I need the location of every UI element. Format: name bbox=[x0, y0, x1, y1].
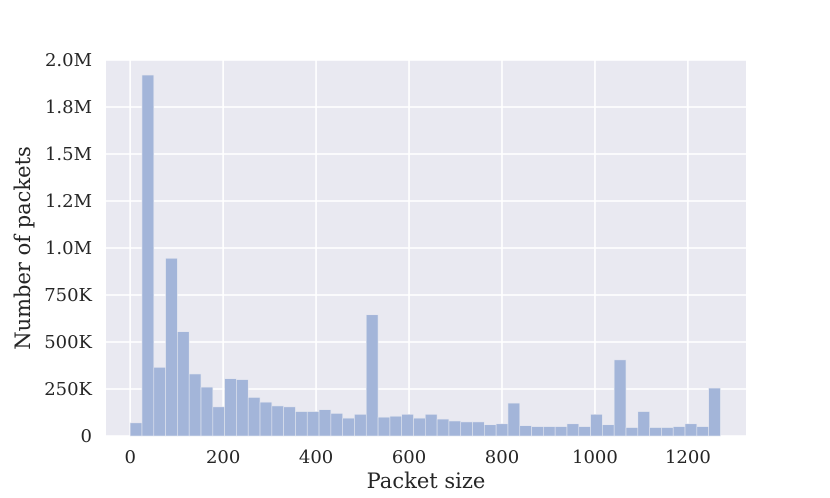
bar-8 bbox=[224, 378, 237, 437]
bar-23 bbox=[401, 414, 414, 437]
bar-20 bbox=[365, 314, 379, 437]
y-tick-labels: 0 250K 500K 750K 1.0M 1.2M 1.5M 1.8M 2.0M bbox=[44, 50, 92, 447]
bar-6 bbox=[200, 386, 214, 437]
bar-38 bbox=[578, 426, 591, 437]
bar-45 bbox=[661, 427, 674, 437]
bar-34 bbox=[531, 426, 544, 437]
bar-19 bbox=[354, 414, 367, 437]
bar-32 bbox=[507, 402, 521, 437]
bar-48 bbox=[696, 426, 709, 437]
bar-29 bbox=[472, 421, 485, 437]
bar-42 bbox=[625, 427, 639, 437]
y-tick-label-8: 2.0M bbox=[45, 50, 92, 71]
bar-47 bbox=[684, 423, 698, 437]
y-tick-label-2: 500K bbox=[44, 332, 92, 353]
bar-27 bbox=[448, 420, 462, 437]
bar-14 bbox=[295, 411, 308, 437]
y-tick-label-1: 250K bbox=[44, 379, 92, 400]
bar-49 bbox=[708, 387, 721, 437]
bar-15 bbox=[306, 411, 320, 437]
bar-44 bbox=[649, 427, 662, 437]
x-tick-label-4: 800 bbox=[485, 447, 519, 468]
y-tick-label-0: 0 bbox=[81, 426, 92, 447]
bar-5 bbox=[188, 373, 202, 437]
bar-7 bbox=[212, 406, 225, 437]
bar-2 bbox=[153, 367, 166, 437]
x-tick-label-1: 200 bbox=[206, 447, 240, 468]
x-tick-labels: 0 200 400 600 800 1000 1200 bbox=[124, 447, 710, 468]
bar-11 bbox=[259, 401, 273, 437]
bar-39 bbox=[590, 414, 603, 437]
bar-24 bbox=[413, 417, 426, 437]
bar-28 bbox=[460, 421, 473, 437]
y-tick-label-5: 1.2M bbox=[45, 191, 92, 212]
bar-9 bbox=[236, 379, 249, 437]
y-tick-label-6: 1.5M bbox=[45, 144, 92, 165]
y-tick-label-3: 750K bbox=[44, 285, 92, 306]
y-axis-label: Number of packets bbox=[11, 146, 35, 350]
x-tick-label-3: 600 bbox=[392, 447, 426, 468]
bar-0 bbox=[129, 422, 143, 437]
x-axis-label: Packet size bbox=[367, 469, 486, 493]
bar-17 bbox=[330, 413, 343, 437]
bar-1 bbox=[141, 74, 155, 437]
x-tick-label-0: 0 bbox=[124, 447, 135, 468]
bar-13 bbox=[283, 406, 296, 437]
bar-37 bbox=[566, 423, 580, 437]
bar-40 bbox=[602, 424, 615, 437]
bar-10 bbox=[247, 397, 261, 437]
bar-30 bbox=[484, 424, 497, 437]
bars bbox=[129, 74, 721, 437]
y-tick-label-7: 1.8M bbox=[45, 97, 92, 118]
bar-25 bbox=[425, 414, 438, 437]
bar-4 bbox=[177, 331, 190, 437]
y-tick-label-4: 1.0M bbox=[45, 238, 92, 259]
bar-21 bbox=[377, 416, 391, 437]
bar-33 bbox=[519, 425, 532, 437]
bar-46 bbox=[672, 426, 686, 437]
x-tick-label-6: 1200 bbox=[665, 447, 711, 468]
bar-16 bbox=[318, 409, 332, 437]
bar-36 bbox=[554, 426, 568, 437]
x-tick-label-2: 400 bbox=[299, 447, 333, 468]
bar-43 bbox=[637, 411, 650, 437]
bar-35 bbox=[543, 426, 556, 437]
bar-31 bbox=[495, 423, 509, 437]
bar-18 bbox=[342, 417, 355, 437]
bar-12 bbox=[271, 405, 284, 437]
bar-26 bbox=[436, 418, 450, 437]
bar-3 bbox=[165, 258, 178, 437]
x-tick-label-5: 1000 bbox=[572, 447, 618, 468]
bar-22 bbox=[389, 415, 402, 437]
bar-41 bbox=[613, 359, 627, 437]
